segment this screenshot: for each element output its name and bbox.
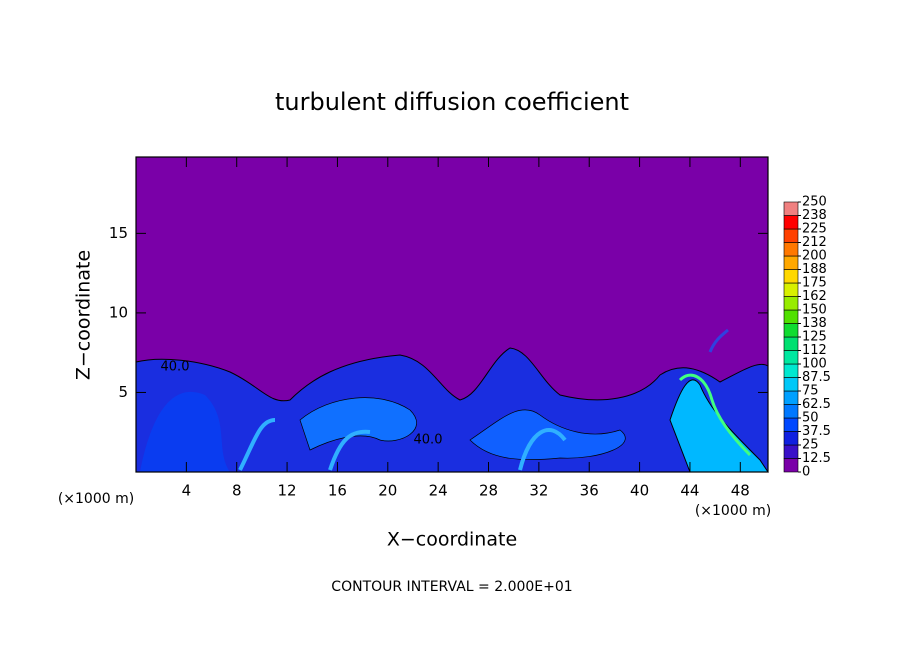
colorbar-tick-label: 0: [802, 465, 810, 480]
colorbar-tick-label: 175: [802, 276, 827, 291]
colorbar-swatch: [783, 377, 799, 392]
x-tick-label: 28: [479, 482, 498, 500]
colorbar-tick-label: 250: [802, 195, 827, 210]
colorbar-swatch: [783, 390, 799, 405]
colorbar-swatch: [783, 201, 799, 216]
x-unit-label: (×1000 m): [695, 503, 771, 519]
colorbar-tick-label: 87.5: [802, 370, 831, 385]
x-tick-label: 36: [580, 482, 599, 500]
colorbar-swatch: [783, 458, 799, 473]
field-layer: [140, 391, 230, 472]
colorbar-swatch: [783, 255, 799, 270]
colorbar-swatch: [783, 417, 799, 432]
field: [135, 157, 769, 473]
colorbar-swatch: [783, 323, 799, 338]
x-tick-label: 8: [232, 482, 242, 500]
colorbar-swatch: [783, 350, 799, 365]
colorbar-tick-label: 188: [802, 262, 827, 277]
footer-note: CONTOUR INTERVAL = 2.000E+01: [331, 579, 572, 595]
colorbar-tick-label: 212: [802, 235, 827, 250]
colorbar-swatch: [783, 282, 799, 297]
y-tick-label: 15: [109, 224, 128, 242]
colorbar-tick-label: 25: [802, 438, 819, 453]
x-tick-label: 48: [731, 482, 750, 500]
colorbar-swatch: [783, 363, 799, 378]
field-layer: [708, 328, 729, 353]
colorbar-tick-label: 125: [802, 330, 827, 345]
colorbar-swatch: [783, 336, 799, 351]
x-tick-label: 20: [378, 482, 397, 500]
field-layer: [678, 373, 752, 457]
y-axis-label: Z−coordinate: [73, 250, 95, 380]
colorbar-swatch: [783, 444, 799, 459]
colorbar-swatch: [783, 215, 799, 230]
contour-label: 40.0: [414, 433, 443, 448]
x-tick-label: 24: [429, 482, 448, 500]
colorbar-swatch: [783, 296, 799, 311]
y-tick-label: 5: [118, 383, 128, 401]
colorbar-swatch: [783, 309, 799, 324]
x-tick-label: 12: [278, 482, 297, 500]
colorbar-tick-label: 150: [802, 303, 827, 318]
x-unit-label: (×1000 m): [58, 491, 134, 507]
contour-label: 40.0: [161, 360, 190, 375]
colorbar-tick-label: 37.5: [802, 424, 831, 439]
x-tick-label: 44: [680, 482, 699, 500]
x-tick-label: 32: [529, 482, 548, 500]
colorbar-tick-label: 225: [802, 222, 827, 237]
chart-title: turbulent diffusion coefficient: [275, 88, 629, 116]
colorbar-swatch: [783, 228, 799, 243]
x-tick-label: 40: [630, 482, 649, 500]
x-tick-label: 4: [182, 482, 192, 500]
field-layer: [469, 409, 626, 461]
colorbar-swatch: [783, 404, 799, 419]
colorbar-swatch: [783, 269, 799, 284]
colorbar-tick-label: 12.5: [802, 451, 831, 466]
colorbar-tick-label: 162: [802, 289, 827, 304]
y-tick-label: 10: [109, 303, 128, 321]
field-layer: [238, 418, 567, 471]
x-axis-label: X−coordinate: [387, 529, 517, 551]
field-layer: [299, 397, 417, 451]
plot-frame: [135, 156, 769, 473]
colorbar-tick-label: 112: [802, 343, 827, 358]
colorbar-swatch: [783, 431, 799, 446]
colorbar-swatch: [783, 242, 799, 257]
colorbar-tick-label: 200: [802, 249, 827, 264]
x-tick-label: 16: [328, 482, 347, 500]
colorbar-tick-label: 62.5: [802, 397, 831, 412]
colorbar-tick-label: 75: [802, 384, 819, 399]
colorbar-tick-label: 238: [802, 208, 827, 223]
colorbar-tick-label: 138: [802, 316, 827, 331]
colorbar-tick-label: 50: [802, 411, 819, 426]
colorbar-tick-label: 100: [802, 357, 827, 372]
